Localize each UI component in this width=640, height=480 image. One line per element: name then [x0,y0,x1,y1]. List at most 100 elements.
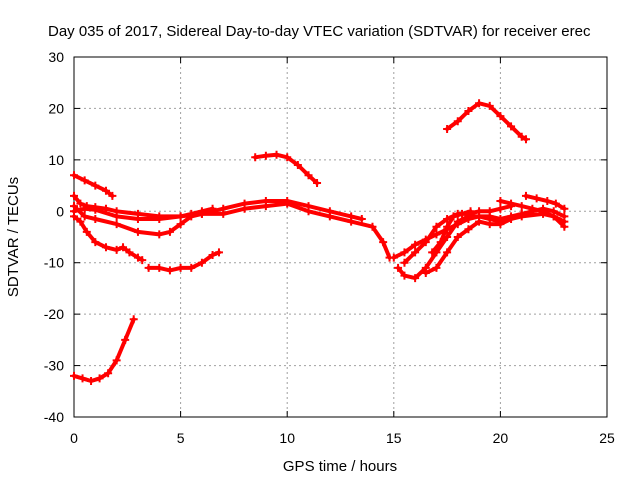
data-point-marker [400,248,409,257]
data-point-marker [507,199,516,208]
data-point-marker [325,212,334,221]
data-point-marker [496,197,505,205]
data-point-marker [411,240,420,249]
data-point-marker [176,220,185,229]
data-point-marker [400,258,409,267]
data-point-marker [155,263,164,272]
data-point-marker [208,251,217,259]
data-point-marker [70,212,78,221]
data-point-marker [87,377,96,385]
data-point-marker [80,204,89,213]
data-point-marker [197,209,206,218]
data-point-marker [453,117,462,126]
y-tick-label: -30 [44,358,64,374]
data-point-marker [138,256,147,265]
data-point-marker [187,263,196,272]
data-point-marker [521,191,530,200]
data-point-marker [91,238,100,247]
data-point-marker [155,230,164,239]
data-point-marker [112,212,121,221]
data-point-marker [475,217,484,226]
data-point-marker [76,217,85,226]
series-track-15 [521,191,569,213]
data-point-marker [78,374,87,383]
y-tick-label: -10 [44,255,64,271]
series-track-05 [70,212,147,265]
data-point-marker [485,220,494,229]
data-point-marker [458,209,467,218]
data-point-marker [119,243,128,252]
data-point-marker [91,181,100,190]
data-point-marker [389,253,398,262]
data-point-marker [347,217,356,226]
data-point-marker [411,274,420,283]
data-point-marker [108,191,117,200]
data-point-marker [187,212,196,221]
data-point-marker [436,238,445,247]
data-point-marker [549,212,558,221]
y-tick-label: 20 [48,100,64,116]
data-point-marker [394,263,403,272]
data-point-marker [313,179,322,187]
series-track-14 [496,197,569,231]
plot-frame [73,56,608,418]
data-point-marker [304,207,313,216]
series-line [72,317,136,383]
data-point-marker [121,335,130,344]
data-point-marker [95,374,104,383]
data-point-marker [176,212,185,221]
x-tick-label: 20 [493,430,509,446]
series-line [72,206,215,221]
data-point-marker [70,171,78,180]
data-point-marker [240,204,249,213]
data-point-marker [453,233,462,241]
data-point-marker [543,197,552,205]
data-point-marker [521,135,530,144]
data-point-marker [411,248,420,257]
data-point-marker [421,269,430,277]
data-point-marker [165,227,174,236]
data-point-marker [133,253,142,262]
data-point-marker [485,207,494,216]
data-point-marker [432,230,441,239]
data-point-marker [496,220,505,229]
data-point-marker [464,225,473,234]
y-axis-label: SDTVAR / TECUs [5,177,22,297]
data-point-marker [379,238,388,247]
data-point-marker [475,99,484,108]
data-point-marker [101,186,110,195]
data-point-marker [293,161,302,169]
data-point-marker [449,212,458,221]
data-point-marker [272,150,281,159]
data-point-marker [197,258,206,267]
data-point-marker [443,125,452,133]
data-point-marker [507,122,516,131]
data-point-marker [80,212,89,221]
data-point-marker [112,220,121,229]
x-tick-label: 15 [386,430,402,446]
data-point-marker [443,248,452,257]
data-point-marker [214,248,223,257]
data-point-marker [104,369,113,378]
data-point-marker [428,248,437,257]
data-point-marker [112,245,121,254]
data-point-marker [91,215,100,223]
data-point-marker [82,227,91,236]
data-point-marker [91,205,100,214]
data-point-marker [421,238,430,247]
data-point-marker [70,371,78,380]
data-point-marker [485,101,494,110]
data-point-marker [101,243,110,252]
data-point-marker [70,191,78,200]
data-point-marker [466,207,475,216]
series-track-06 [144,248,223,275]
data-point-marker [357,215,366,223]
series-track-08 [251,150,322,187]
data-point-marker [443,222,452,231]
data-point-marker [432,263,441,272]
data-point-marker [560,204,569,213]
data-point-marker [261,151,270,160]
data-point-marker [283,199,292,208]
data-point-marker [453,220,462,229]
series-line [72,214,145,263]
